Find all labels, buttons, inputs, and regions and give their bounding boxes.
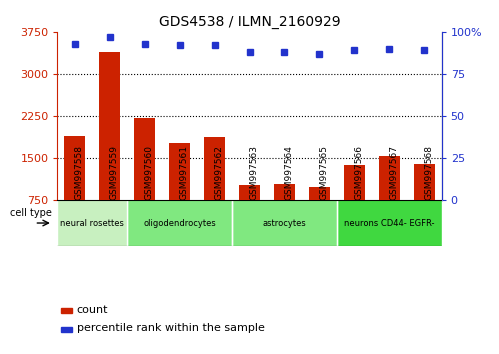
- Text: GSM997564: GSM997564: [284, 145, 293, 200]
- Text: percentile rank within the sample: percentile rank within the sample: [77, 323, 264, 333]
- Text: cell type: cell type: [10, 208, 52, 218]
- Bar: [64, 136, 85, 242]
- Bar: [61, 308, 72, 313]
- Text: GSM997563: GSM997563: [250, 145, 258, 200]
- Text: GSM997560: GSM997560: [145, 145, 154, 200]
- Text: neural rosettes: neural rosettes: [60, 218, 124, 228]
- Text: count: count: [77, 305, 108, 315]
- Bar: [379, 156, 400, 242]
- Text: neurons CD44- EGFR-: neurons CD44- EGFR-: [344, 218, 435, 228]
- Text: GSM997558: GSM997558: [75, 145, 84, 200]
- Bar: [169, 143, 190, 242]
- Text: astrocytes: astrocytes: [262, 218, 306, 228]
- Bar: [134, 118, 155, 242]
- Bar: [239, 185, 260, 242]
- Bar: [204, 137, 225, 242]
- Text: GSM997567: GSM997567: [389, 145, 398, 200]
- Text: GSM997562: GSM997562: [215, 145, 224, 200]
- Bar: [57, 200, 127, 246]
- Bar: [337, 200, 442, 246]
- Bar: [99, 52, 120, 242]
- Bar: [232, 200, 337, 246]
- Bar: [414, 164, 435, 242]
- Bar: [61, 327, 72, 332]
- Text: GSM997559: GSM997559: [110, 145, 119, 200]
- Bar: [127, 200, 232, 246]
- Text: GSM997568: GSM997568: [424, 145, 433, 200]
- Text: GSM997566: GSM997566: [354, 145, 363, 200]
- Title: GDS4538 / ILMN_2160929: GDS4538 / ILMN_2160929: [159, 16, 340, 29]
- Bar: [309, 187, 330, 242]
- Bar: [274, 184, 295, 242]
- Text: oligodendrocytes: oligodendrocytes: [143, 218, 216, 228]
- Text: GSM997561: GSM997561: [180, 145, 189, 200]
- Bar: [344, 165, 365, 242]
- Text: GSM997565: GSM997565: [319, 145, 328, 200]
